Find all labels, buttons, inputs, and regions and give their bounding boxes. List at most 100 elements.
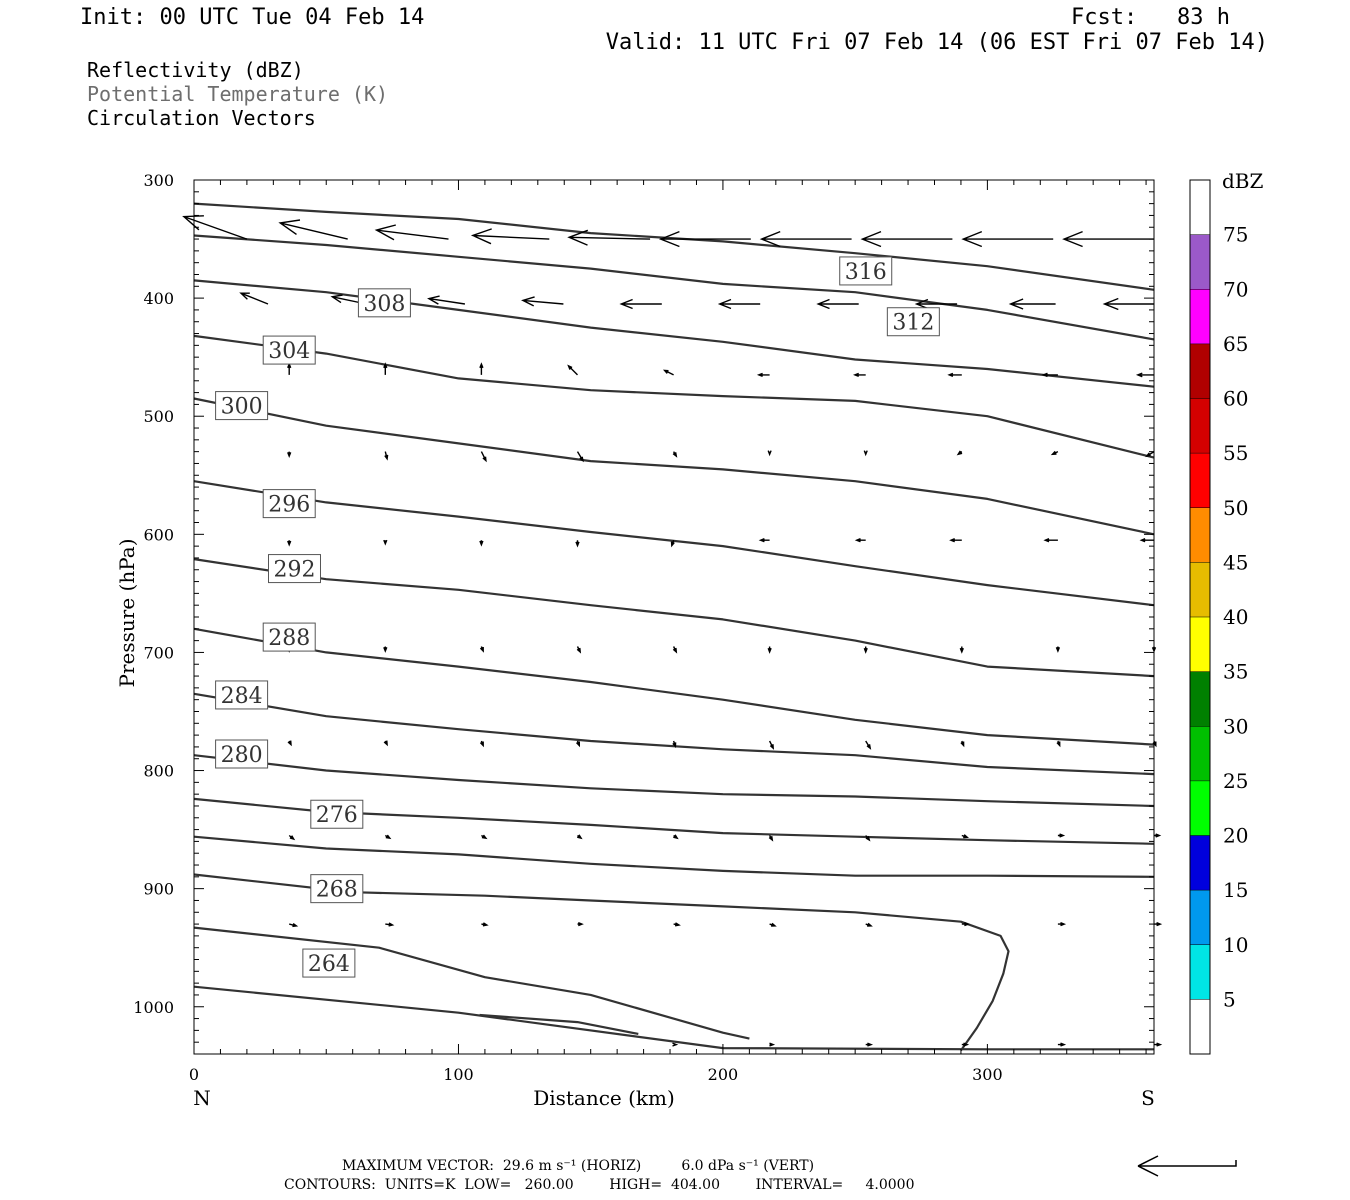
- circulation-vector: [1056, 740, 1061, 748]
- circulation-vector: [854, 538, 866, 543]
- colorbar-level-label: 45: [1223, 550, 1248, 574]
- contour-line: [193, 835, 1155, 878]
- colorbar-level-label: 15: [1223, 878, 1248, 902]
- circulation-vector: [1043, 538, 1058, 543]
- contour-line: [193, 397, 1155, 536]
- circulation-vector: [860, 230, 953, 248]
- y-tick-label: 700: [143, 643, 174, 662]
- circulation-vector: [287, 451, 292, 458]
- contour-label: 268: [316, 878, 358, 903]
- circulation-vector: [914, 298, 958, 310]
- circulation-vector: [768, 740, 775, 750]
- circulation-vector: [427, 295, 466, 305]
- colorbar-level-label: 40: [1223, 605, 1248, 629]
- circulation-vector: [961, 921, 970, 927]
- circulation-vector: [767, 450, 772, 457]
- circulation-vector: [1135, 372, 1154, 378]
- circulation-vector: [278, 219, 348, 240]
- circulation-vector: [1057, 833, 1066, 838]
- x-tick-label: 300: [972, 1065, 1003, 1084]
- colorbar-segment: [1190, 890, 1210, 945]
- circulation-vector: [383, 539, 388, 546]
- colorbar-segment: [1190, 944, 1210, 1000]
- colorbar-level-label: 70: [1223, 277, 1248, 301]
- colorbar-level-label: 10: [1223, 933, 1248, 957]
- colorbar-segment: [1190, 726, 1210, 781]
- colorbar-level-label: 30: [1223, 714, 1248, 738]
- circulation-vector: [567, 364, 578, 376]
- colorbar: 5 10 15 20 25 30 35 40 45 50 55 60 65 70 75 dBZ: [1189, 169, 1264, 1055]
- contour-label-box: [262, 622, 316, 652]
- circulation-vector: [956, 450, 963, 456]
- contour-label-box: [310, 799, 364, 829]
- y-tick-label: 900: [143, 880, 174, 899]
- contour-label: 300: [221, 395, 263, 420]
- colorbar-segment: [1190, 343, 1210, 399]
- x-tick-label: 100: [443, 1065, 474, 1084]
- circulation-vector: [1041, 372, 1058, 378]
- circulation-vector: [577, 834, 583, 840]
- colorbar-level-label: 20: [1223, 824, 1248, 848]
- y-tick-label: 300: [143, 171, 174, 190]
- circulation-vector: [863, 646, 868, 654]
- circulation-vector: [287, 362, 292, 375]
- vector-layer: [182, 215, 1163, 1047]
- contour-label: 288: [268, 626, 310, 651]
- circulation-vector: [865, 1042, 874, 1047]
- circulation-vector: [1050, 450, 1059, 456]
- colorbar-level-label: 75: [1223, 223, 1248, 247]
- circulation-vector: [289, 922, 299, 928]
- contour-label: 316: [845, 260, 887, 285]
- contour-label: 308: [363, 292, 405, 317]
- contour-label-layer: 264 268 276 280 284 288 292 296 300 304 308 312 316: [215, 256, 940, 978]
- contour-line: [193, 873, 1010, 1052]
- colorbar-level-label: 60: [1223, 387, 1248, 411]
- circulation-vector: [759, 230, 852, 248]
- contour-label: 280: [221, 743, 263, 768]
- y-tick-label: 400: [143, 289, 174, 308]
- circulation-vector: [479, 540, 484, 547]
- colorbar-segment: [1190, 180, 1210, 235]
- colorbar-level-label: 50: [1223, 496, 1248, 520]
- contour-label: 296: [268, 493, 310, 518]
- init-time: Init: 00 UTC Tue 04 Feb 14: [80, 5, 425, 30]
- circulation-vector: [959, 646, 964, 654]
- circulation-vector: [374, 224, 449, 241]
- contour-line: [193, 334, 1155, 459]
- circulation-vector: [481, 834, 488, 840]
- circulation-vector: [1145, 451, 1155, 458]
- circulation-vector: [619, 298, 662, 310]
- contour-line: [193, 754, 1155, 808]
- colorbar-segment: [1190, 835, 1210, 891]
- contour-label-box: [262, 489, 316, 519]
- circulation-vector: [670, 539, 675, 548]
- contour-line: [479, 1013, 639, 1035]
- circulation-vector: [479, 362, 484, 375]
- colorbar-segment: [1190, 780, 1210, 836]
- circulation-vector: [658, 230, 751, 248]
- y-tick-label: 1000: [133, 998, 174, 1017]
- circulation-vector: [287, 740, 292, 747]
- colorbar-segment: [1190, 453, 1210, 508]
- colorbar-level-label: 55: [1223, 441, 1248, 465]
- contour-label-box: [215, 739, 269, 769]
- circulation-vector: [865, 922, 873, 927]
- contour-line: [193, 558, 1155, 678]
- circulation-vector: [852, 372, 866, 378]
- circulation-vector: [767, 646, 772, 654]
- circulation-vector: [1154, 833, 1162, 838]
- forecast-hour: Fcst: 83 h: [1071, 5, 1230, 30]
- circulation-vector: [1154, 921, 1163, 927]
- circulation-vector: [1062, 230, 1154, 248]
- axes-layer: 0 100 200 300 300 400 500 600 700 800 900 1000 Dista…: [115, 171, 1155, 1110]
- contour-label: 264: [308, 952, 350, 977]
- colorbar-segment: [1190, 507, 1210, 563]
- circulation-vector: [1055, 646, 1061, 653]
- circulation-vector: [662, 369, 674, 376]
- colorbar-segment: [1190, 234, 1210, 290]
- contour-line: [193, 202, 1155, 291]
- circulation-vector: [672, 1042, 679, 1047]
- contour-line: [193, 926, 750, 1040]
- circulation-vector: [865, 835, 871, 842]
